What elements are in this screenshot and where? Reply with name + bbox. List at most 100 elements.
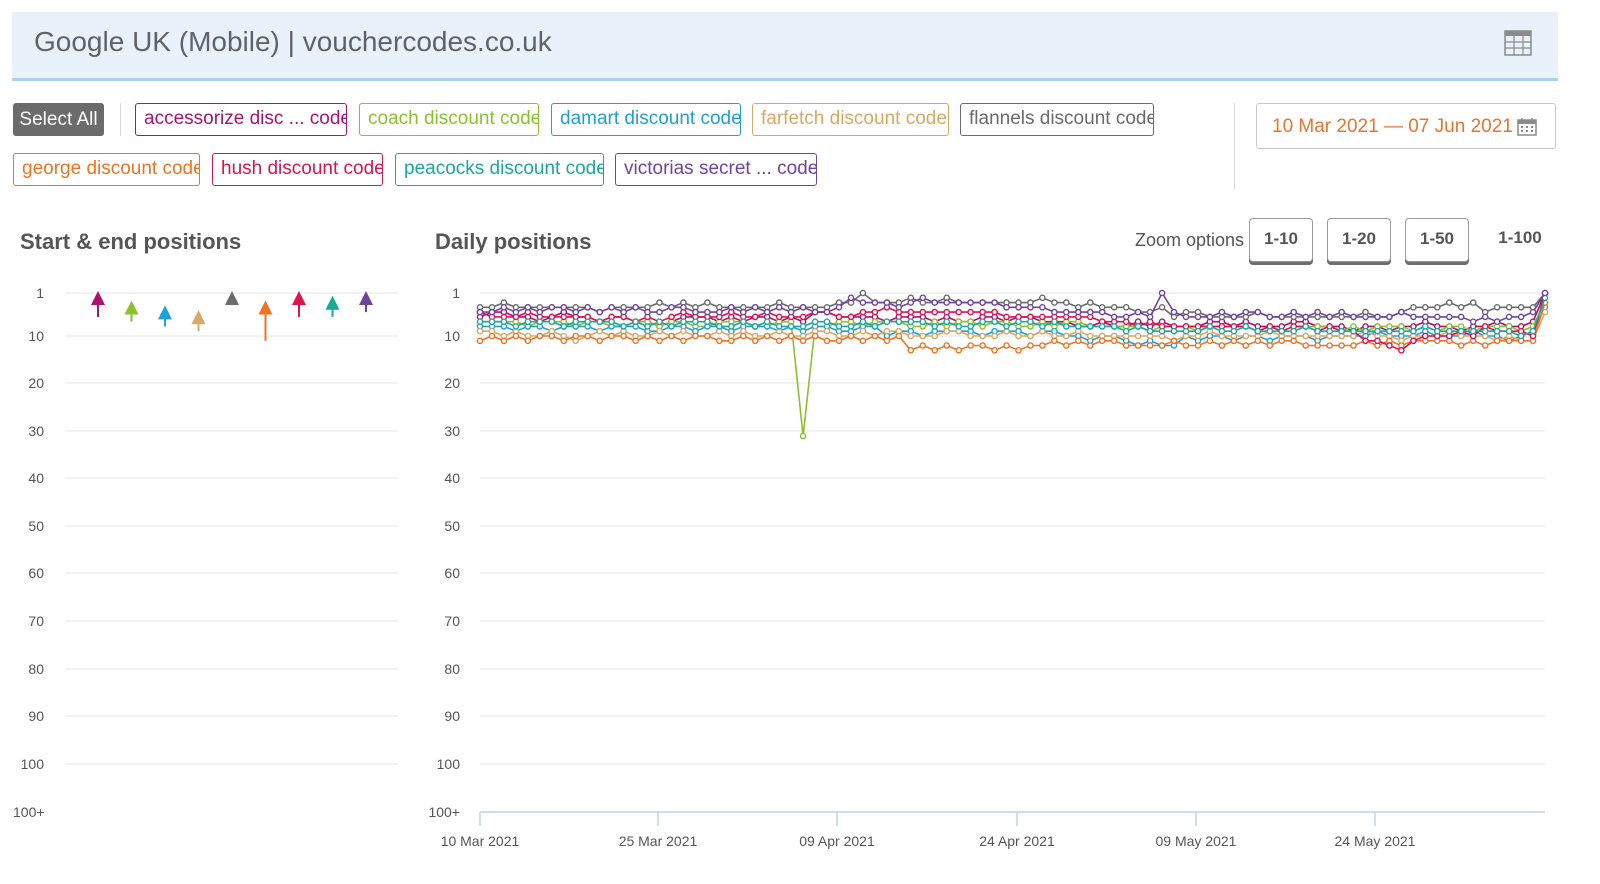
data-point <box>1134 332 1142 340</box>
data-point <box>1218 308 1226 316</box>
data-point <box>596 318 603 326</box>
data-point <box>895 318 903 326</box>
data-point <box>739 318 747 326</box>
keyword-filter-button[interactable]: damart discount code <box>551 103 741 136</box>
data-point <box>979 332 986 340</box>
data-point <box>572 308 579 316</box>
zoom-1-10-button[interactable]: 1-10 <box>1249 218 1313 262</box>
data-point <box>1182 342 1190 349</box>
data-point <box>1517 304 1525 311</box>
data-point <box>644 323 651 330</box>
keyword-filter-button[interactable]: flannels discount code <box>960 103 1154 136</box>
data-point <box>620 332 627 340</box>
y-tick-label: 50 <box>444 518 460 534</box>
data-point <box>979 342 986 349</box>
zoom-1-100-button[interactable]: 1-100 <box>1488 218 1552 262</box>
data-point <box>1075 308 1082 316</box>
keyword-filter-button[interactable]: farfetch discount code <box>752 103 949 136</box>
select-all-button[interactable]: Select All <box>13 103 104 136</box>
data-point <box>1027 332 1034 340</box>
data-point <box>668 313 675 321</box>
data-point <box>1338 327 1345 335</box>
data-point <box>1481 313 1489 321</box>
keyword-filter-button[interactable]: accessorize disc ... code <box>135 103 347 136</box>
data-point <box>1087 299 1094 306</box>
data-point <box>1146 327 1154 335</box>
data-point <box>1266 313 1274 321</box>
data-point <box>1505 337 1513 345</box>
data-point <box>1386 313 1393 321</box>
keyword-filter-button[interactable]: peacocks discount code <box>395 153 604 186</box>
data-point <box>907 308 915 316</box>
data-point <box>931 299 939 306</box>
data-point <box>799 313 807 321</box>
data-point <box>1457 342 1465 349</box>
data-point <box>979 318 986 326</box>
date-range-picker[interactable]: 10 Mar 2021 — 07 Jun 2021 <box>1256 103 1556 149</box>
data-point <box>931 347 939 354</box>
data-point <box>1051 299 1058 306</box>
data-point <box>476 337 484 345</box>
data-point <box>1098 308 1106 316</box>
data-point <box>1505 313 1513 321</box>
data-point <box>715 323 723 330</box>
data-point <box>955 299 963 306</box>
data-point <box>1134 342 1142 349</box>
data-point <box>668 323 675 330</box>
data-point <box>1290 308 1298 316</box>
keyword-filter-button[interactable]: coach discount code <box>359 103 539 136</box>
data-point <box>680 304 687 311</box>
data-point <box>1398 347 1405 354</box>
data-point <box>656 299 663 306</box>
data-point <box>656 327 663 335</box>
data-point <box>991 318 998 326</box>
data-point <box>943 299 951 306</box>
table-icon[interactable] <box>1504 30 1532 56</box>
y-tick-label: 60 <box>28 565 44 581</box>
data-point <box>751 304 759 311</box>
data-point <box>835 304 843 311</box>
data-point <box>632 304 639 311</box>
data-point <box>704 299 711 306</box>
data-point <box>943 342 951 349</box>
data-point <box>1051 308 1058 316</box>
zoom-1-20-button[interactable]: 1-20 <box>1327 218 1391 262</box>
y-tick-label: 20 <box>28 375 44 391</box>
range-arrow-head <box>124 300 139 315</box>
data-point <box>1338 342 1345 349</box>
data-point <box>1063 323 1070 330</box>
report-header: Google UK (Mobile) | vouchercodes.co.uk <box>12 12 1558 81</box>
data-point <box>1278 313 1286 321</box>
data-point <box>811 332 819 340</box>
data-point <box>775 313 783 321</box>
data-point <box>835 337 843 345</box>
data-point <box>1457 304 1465 311</box>
data-point <box>787 308 795 316</box>
data-point <box>1302 313 1310 321</box>
data-point <box>692 308 699 316</box>
data-point <box>704 332 711 340</box>
zoom-options-label: Zoom options <box>1135 230 1245 250</box>
data-point <box>1481 342 1489 349</box>
data-point <box>1374 327 1381 335</box>
y-tick-label: 50 <box>28 518 44 534</box>
data-point <box>1003 342 1010 349</box>
data-point <box>560 313 568 321</box>
data-point <box>1469 299 1477 306</box>
data-point <box>1039 294 1046 302</box>
data-point <box>596 327 603 335</box>
data-point <box>1410 313 1417 321</box>
data-point <box>727 304 735 311</box>
keyword-filter-button[interactable]: victorias secret ... code <box>615 153 817 186</box>
keyword-filter-button[interactable]: hush discount code <box>212 153 383 186</box>
data-point <box>991 332 998 340</box>
keyword-filter-button[interactable]: george discount code <box>13 153 200 186</box>
data-point <box>1003 313 1010 321</box>
data-point <box>931 308 939 316</box>
data-point <box>811 318 819 326</box>
data-point <box>1039 342 1046 349</box>
data-point <box>1098 323 1106 330</box>
y-tick-label: 30 <box>444 423 460 439</box>
zoom-1-50-button[interactable]: 1-50 <box>1405 218 1469 262</box>
x-tick-label: 25 Mar 2021 <box>619 833 698 849</box>
